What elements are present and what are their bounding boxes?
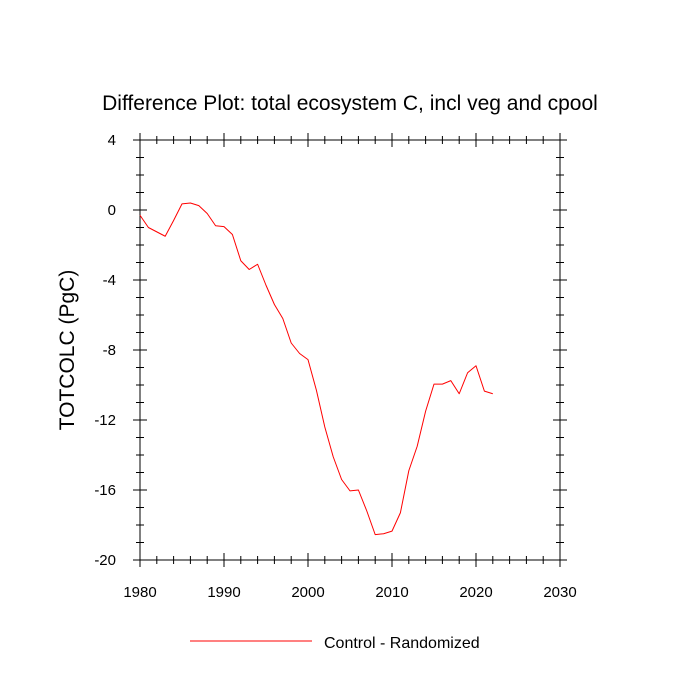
x-tick-label: 1980 [123,584,156,601]
x-tick-label: 1990 [207,584,240,601]
x-tick-label: 2030 [543,584,576,601]
y-axis-label: TOTCOLC (PgC) [56,270,79,431]
y-tick-label: 4 [108,132,116,149]
series-line [139,202,493,536]
x-tick-label: 2000 [291,584,324,601]
y-tick-label: -12 [94,412,116,429]
y-tick-label: 0 [108,202,116,219]
chart-title: Difference Plot: total ecosystem C, incl… [102,92,598,115]
legend: Control - Randomized [190,635,480,652]
x-tick-label: 2020 [459,584,492,601]
series-lines [139,202,493,536]
y-tick-label: -4 [103,272,116,289]
axis-ticks [133,133,567,567]
tick-labels: 1980 1990 2000 2010 2020 2030 4 0 -4 -8 -12 -16 -20 [94,132,576,601]
y-tick-label: -16 [94,482,116,499]
x-tick-label: 2010 [375,584,408,601]
y-tick-label: -8 [103,342,116,359]
legend-label: Control - Randomized [324,635,480,652]
y-tick-label: -20 [94,552,116,569]
plot-frame [139,139,561,561]
